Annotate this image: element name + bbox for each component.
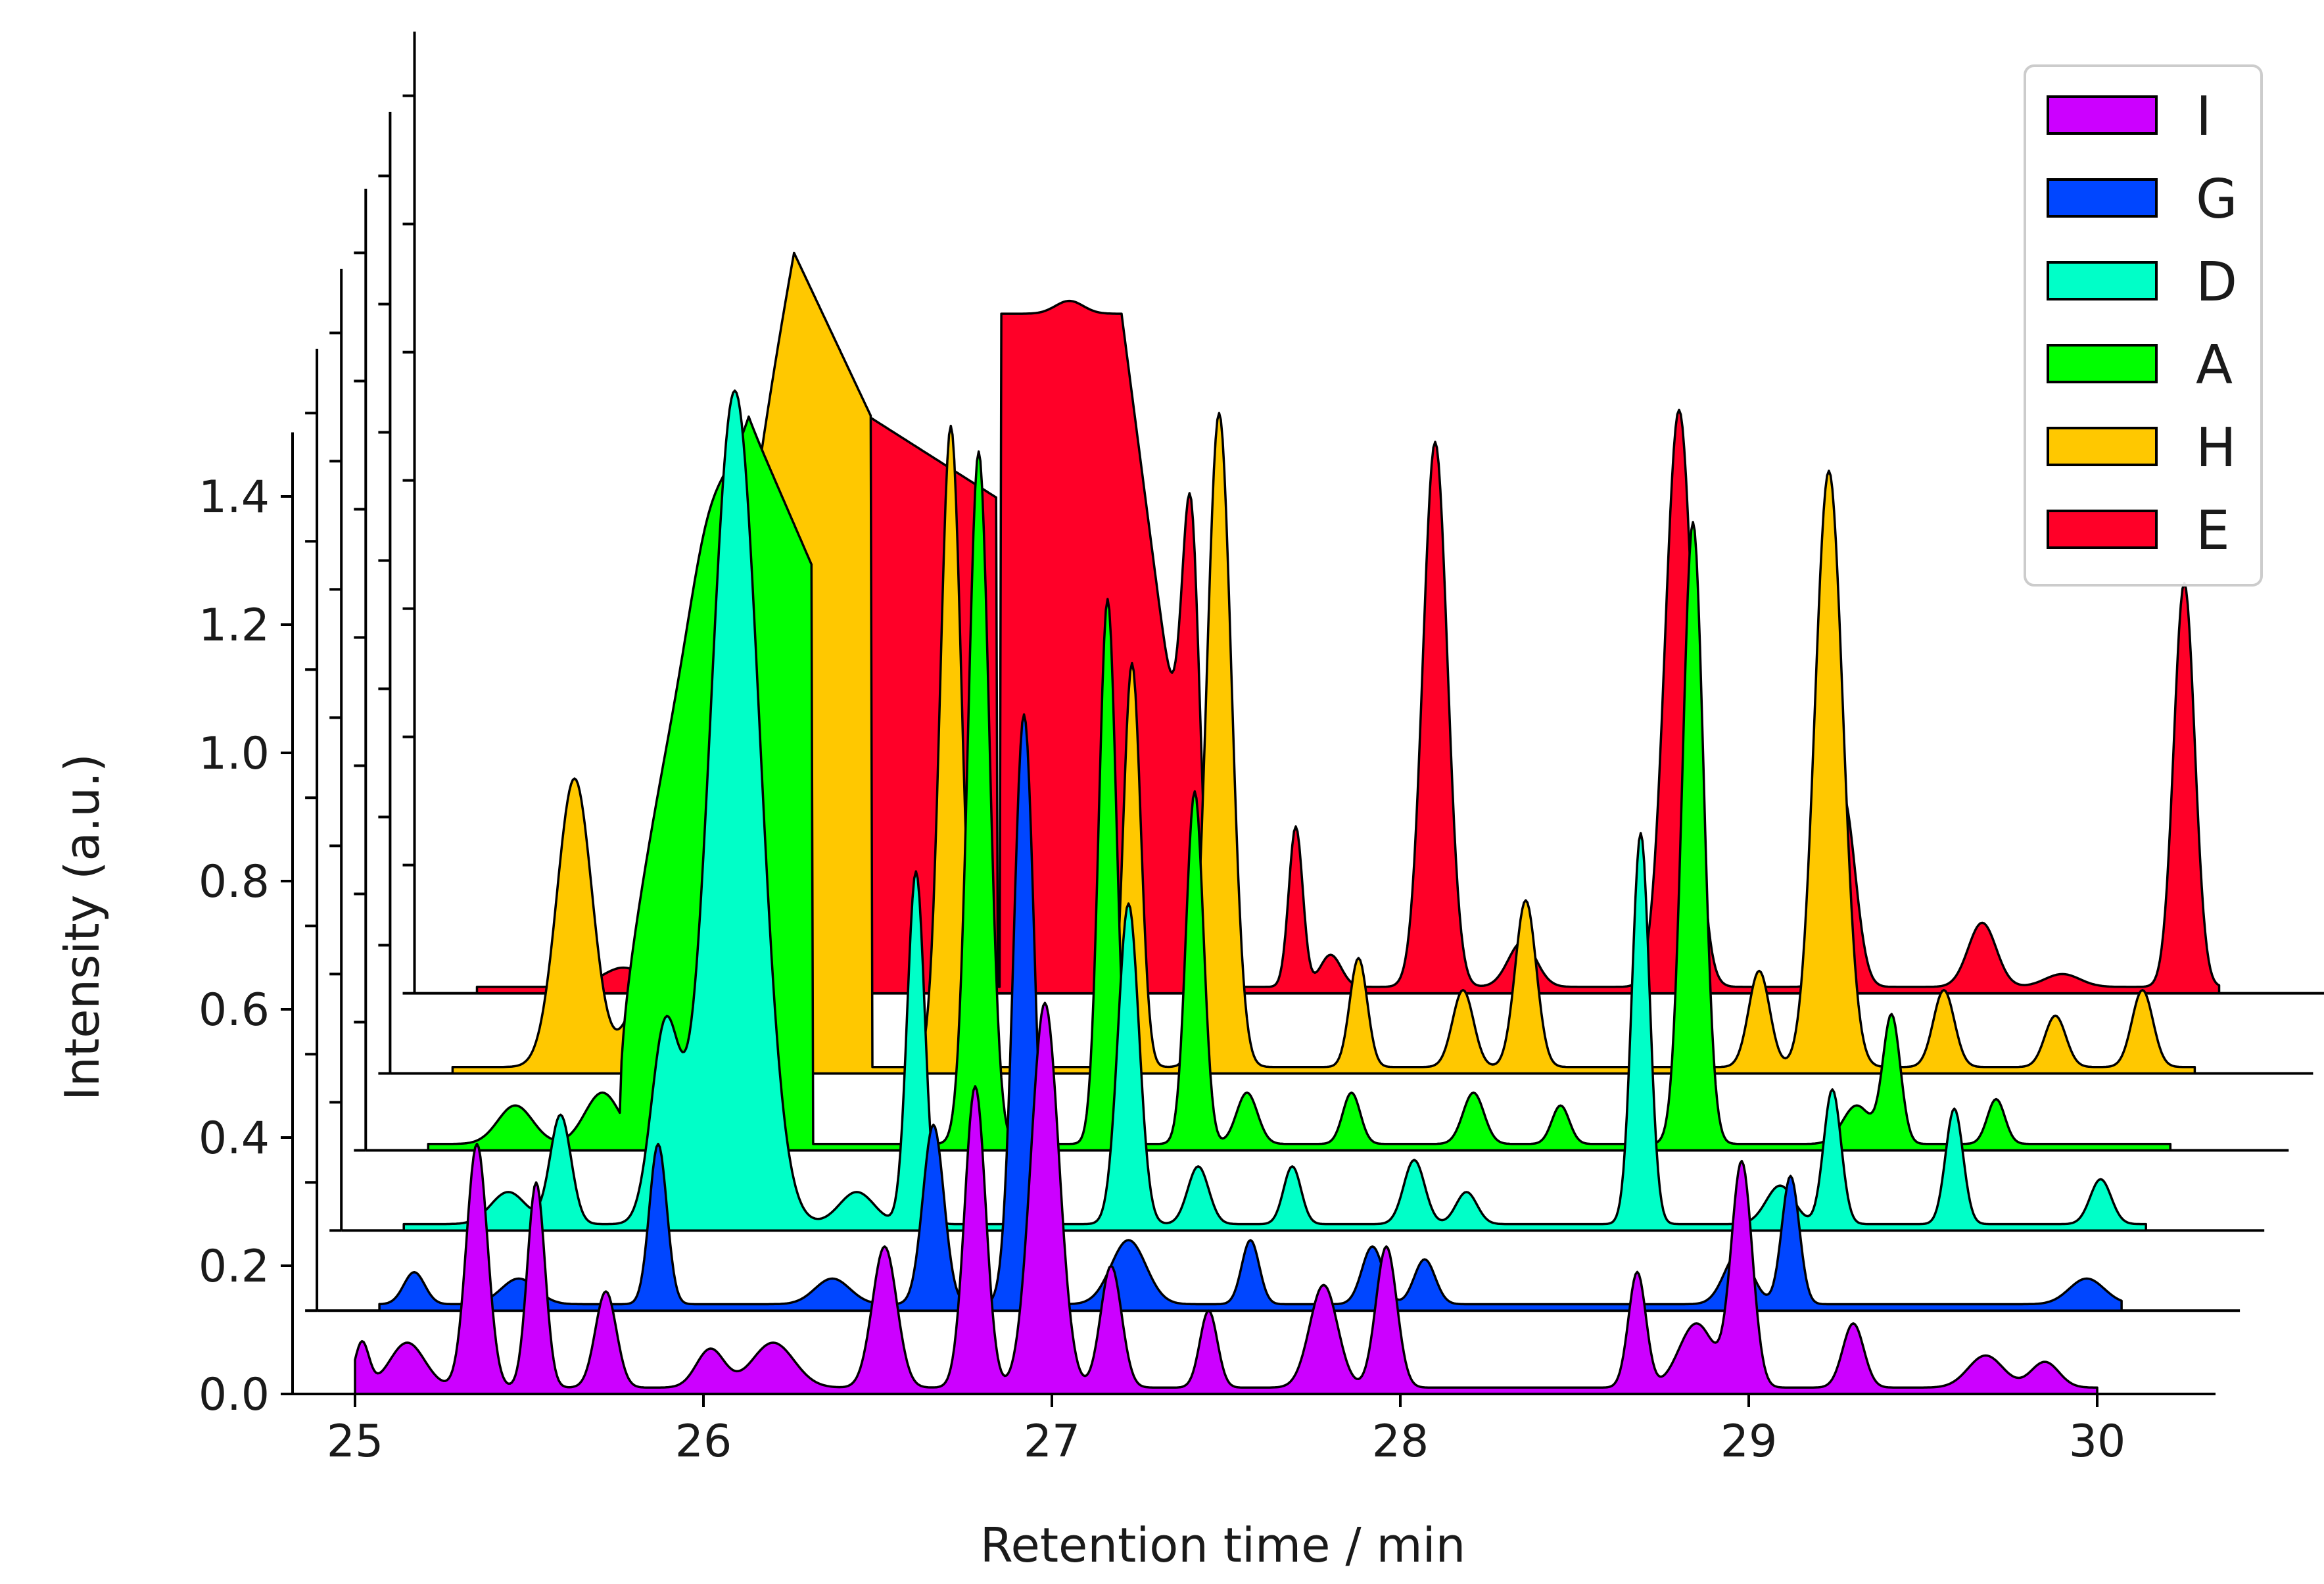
legend-entry: D — [2047, 251, 2237, 314]
legend: I G D A H E — [2024, 64, 2263, 587]
legend-label: D — [2196, 251, 2237, 314]
y-tick-label-0.0: 0.0 — [199, 1369, 270, 1421]
y-tick-label-1.0: 1.0 — [199, 728, 270, 780]
series-layers — [354, 251, 2221, 1395]
y-tick-label-0.4: 0.4 — [199, 1113, 270, 1164]
y-tick-label-0.8: 0.8 — [199, 856, 270, 908]
legend-swatch — [2047, 95, 2158, 135]
x-axis-title: Retention time / min — [980, 1518, 1466, 1573]
legend-swatch — [2047, 178, 2158, 218]
series-area-I — [354, 1001, 2099, 1395]
y-tick-label-0.6: 0.6 — [199, 984, 270, 1036]
y-tick-group: 0.0 0.2 0.4 0.6 0.8 1.0 1.2 1.4 — [199, 471, 293, 1421]
x-tick-label-27: 27 — [1024, 1416, 1081, 1468]
series-area-D — [402, 389, 2147, 1232]
legend-entry: I — [2047, 85, 2212, 148]
y-tick-label-0.2: 0.2 — [199, 1241, 270, 1293]
legend-label: I — [2196, 85, 2212, 148]
series-area-A — [427, 415, 2172, 1152]
y-tick-label-1.2: 1.2 — [199, 600, 270, 652]
y-axis-title: Intensity (a.u.) — [55, 754, 110, 1101]
legend-swatch — [2047, 510, 2158, 549]
legend-swatch — [2047, 344, 2158, 383]
legend-swatch — [2047, 427, 2158, 466]
y-tick-label-1.4: 1.4 — [199, 471, 270, 523]
x-tick-label-28: 28 — [1372, 1416, 1429, 1468]
legend-entry: A — [2047, 334, 2233, 396]
legend-entry: G — [2047, 168, 2238, 231]
legend-label: H — [2196, 417, 2237, 479]
legend-label: G — [2196, 168, 2238, 231]
legend-swatch — [2047, 261, 2158, 300]
legend-entry: H — [2047, 417, 2237, 479]
x-axis: 25 26 27 28 29 30 — [293, 1393, 2216, 1468]
x-tick-group: 25 26 27 28 29 30 — [327, 1394, 2126, 1468]
stacked-y-axes — [281, 32, 2324, 1395]
x-tick-label-30: 30 — [2069, 1416, 2126, 1468]
legend-label: E — [2196, 500, 2230, 562]
x-tick-label-29: 29 — [1720, 1416, 1778, 1468]
legend-label: A — [2196, 334, 2233, 396]
x-tick-label-25: 25 — [327, 1416, 384, 1468]
legend-entry: E — [2047, 500, 2230, 562]
x-tick-label-26: 26 — [675, 1416, 732, 1468]
series-area-G — [378, 713, 2123, 1312]
